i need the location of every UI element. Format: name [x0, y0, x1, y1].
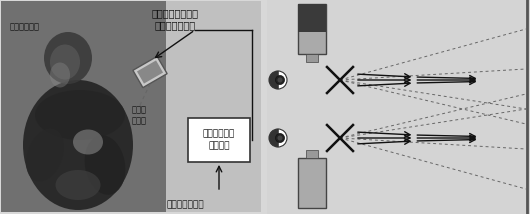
Circle shape: [276, 76, 285, 85]
Circle shape: [276, 134, 285, 143]
Bar: [137, 60, 163, 83]
Text: グラフィック
エンジン: グラフィック エンジン: [203, 129, 235, 151]
Text: 再帰性
反射材: 再帰性 反射材: [132, 105, 147, 126]
Bar: [1, 1, 166, 212]
Bar: [298, 4, 326, 31]
Text: 目の共法点にある: 目の共法点にある: [152, 8, 199, 18]
Circle shape: [278, 135, 282, 141]
Ellipse shape: [73, 129, 103, 155]
Bar: [133, 56, 167, 88]
Ellipse shape: [56, 170, 101, 200]
Text: プロジェクター: プロジェクター: [154, 20, 196, 30]
Ellipse shape: [44, 32, 92, 84]
Bar: [298, 4, 326, 54]
Ellipse shape: [85, 135, 126, 195]
Ellipse shape: [50, 62, 70, 88]
Text: 位置姿勢センサ: 位置姿勢センサ: [166, 200, 204, 209]
Bar: [298, 158, 326, 208]
Bar: [306, 150, 317, 158]
Wedge shape: [278, 129, 287, 147]
Wedge shape: [269, 71, 278, 89]
Bar: [267, 0, 530, 214]
Ellipse shape: [23, 80, 133, 210]
Ellipse shape: [50, 45, 80, 79]
Wedge shape: [278, 71, 287, 89]
Ellipse shape: [26, 128, 64, 181]
Bar: [306, 54, 317, 62]
Bar: [188, 118, 250, 162]
Wedge shape: [269, 129, 278, 147]
Ellipse shape: [35, 90, 125, 140]
Text: ハーフミラー: ハーフミラー: [10, 22, 40, 31]
Bar: [1, 1, 261, 212]
Circle shape: [278, 77, 282, 83]
